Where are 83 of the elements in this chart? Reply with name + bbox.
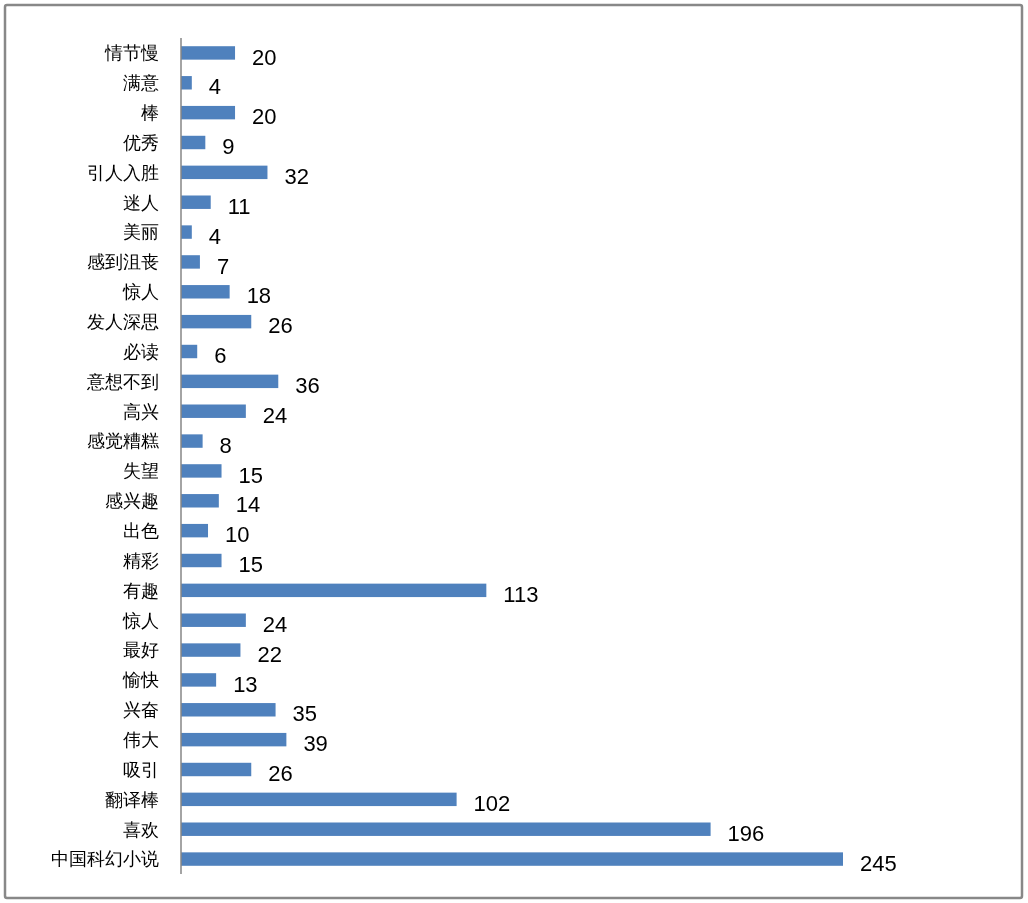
bar [181, 105, 236, 120]
data-label: 35 [292, 701, 318, 727]
y-tick-label: 感觉糟糕 [87, 431, 159, 452]
bar [181, 46, 236, 60]
data-label: 10 [225, 522, 250, 548]
y-tick-label: 高兴 [123, 401, 159, 422]
data-label: 24 [262, 402, 288, 428]
bar [181, 494, 219, 508]
y-tick-label: 翻译棒 [105, 789, 159, 810]
y-tick-label: 感到沮丧 [87, 252, 159, 273]
bar [181, 165, 268, 180]
bar [181, 583, 487, 598]
data-label: 24 [262, 611, 288, 637]
bar [181, 523, 209, 538]
data-label: 36 [295, 373, 320, 399]
y-tick-label: 兴奋 [123, 700, 159, 721]
y-tick-label: 满意 [123, 73, 159, 94]
y-tick-label: 喜欢 [123, 819, 159, 840]
data-label: 4 [208, 223, 222, 249]
bar [181, 643, 241, 657]
y-tick-label: 伟大 [123, 729, 159, 750]
y-tick-label: 出色 [123, 520, 159, 541]
data-label: 26 [268, 761, 293, 787]
bar [181, 703, 276, 717]
y-tick-label: 情节慢 [104, 43, 159, 64]
bar [181, 195, 211, 209]
bar [181, 822, 711, 836]
y-tick-label: 迷人 [123, 192, 159, 213]
data-label: 39 [303, 731, 328, 757]
data-label: 20 [252, 104, 277, 130]
data-label: 7 [216, 253, 230, 279]
data-label: 113 [503, 582, 539, 608]
y-tick-label: 最好 [123, 640, 159, 661]
y-tick-label: 感兴趣 [105, 491, 159, 512]
y-tick-label: 惊人 [122, 282, 159, 303]
data-label: 9 [222, 134, 235, 160]
bar [181, 285, 230, 299]
y-tick-label: 惊人 [122, 610, 159, 631]
bar [181, 852, 843, 866]
bar [181, 76, 192, 90]
y-tick-label: 中国科幻小说 [51, 849, 159, 870]
bar [181, 434, 203, 448]
data-label: 8 [219, 432, 232, 458]
data-label: 15 [238, 462, 264, 488]
y-tick-label: 失望 [123, 461, 159, 482]
data-label: 245 [860, 850, 897, 876]
y-tick-label: 意想不到 [86, 371, 159, 392]
y-tick-label: 吸引 [123, 759, 159, 780]
bar [181, 762, 252, 777]
data-label: 6 [214, 343, 227, 369]
y-tick-label: 发人深思 [87, 311, 159, 332]
y-tick-label: 引人入胜 [87, 162, 159, 183]
bar [181, 404, 246, 418]
bar [181, 464, 222, 478]
bar [181, 673, 217, 687]
data-label: 4 [208, 74, 222, 100]
bar [181, 135, 206, 150]
bar [181, 255, 200, 269]
data-label: 20 [252, 44, 277, 70]
bar [181, 374, 279, 389]
data-label: 14 [235, 492, 261, 518]
bar [181, 225, 192, 239]
bar [181, 314, 252, 329]
bar [181, 613, 246, 627]
data-label: 15 [238, 552, 264, 578]
bar [181, 732, 287, 747]
data-label: 18 [246, 283, 272, 309]
data-label: 11 [227, 193, 251, 219]
data-label: 102 [473, 791, 511, 817]
y-tick-label: 棒 [141, 102, 159, 123]
data-label: 26 [268, 313, 293, 339]
y-tick-label: 有趣 [123, 580, 159, 601]
y-tick-label: 必读 [123, 341, 159, 362]
data-label: 196 [727, 820, 765, 846]
data-label: 32 [284, 164, 309, 190]
y-tick-label: 愉快 [122, 670, 159, 691]
bar [181, 792, 457, 807]
y-tick-label: 美丽 [123, 222, 159, 243]
y-tick-label: 优秀 [123, 132, 159, 153]
y-tick-label: 精彩 [123, 550, 159, 571]
data-label: 13 [233, 671, 258, 697]
data-label: 22 [257, 641, 282, 667]
bar [181, 553, 222, 568]
